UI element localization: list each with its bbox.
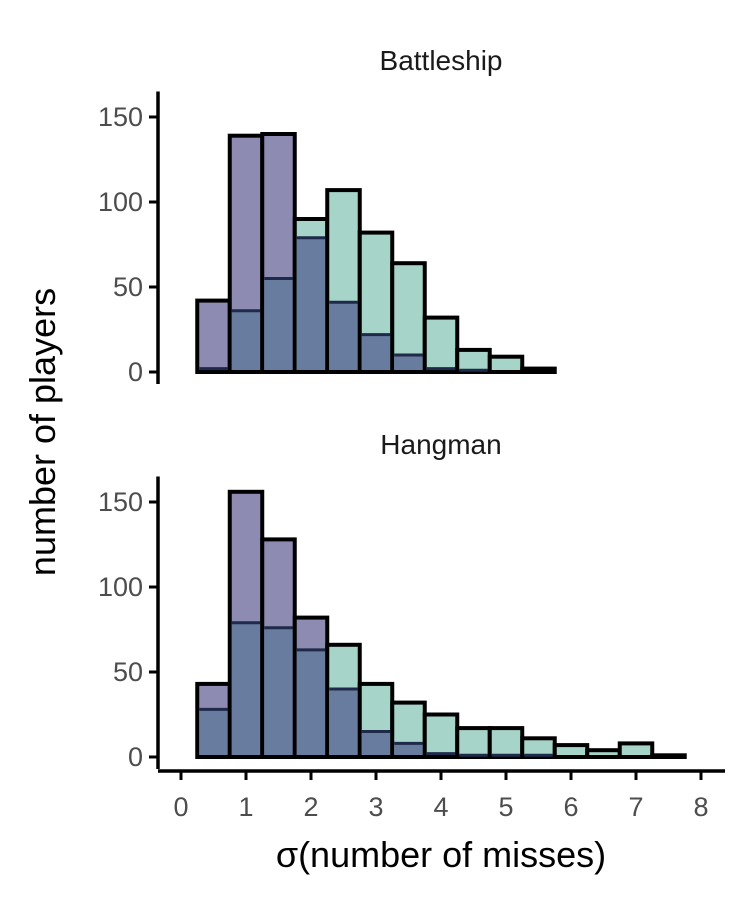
battleship-panel-title: Battleship (380, 45, 503, 76)
x-tick-label-1: 1 (238, 792, 253, 822)
x-tick-label-6: 6 (563, 792, 578, 822)
x-tick-label-4: 4 (433, 792, 448, 822)
x-axis-title: σ(number of misses) (276, 834, 606, 875)
x-tick-label-0: 0 (173, 792, 188, 822)
battleship-y-axis: 0 50 100 150 (98, 91, 160, 387)
battleship-y-tick-label-0: 0 (128, 357, 143, 387)
x-axis: 0 1 2 3 4 5 6 7 8 (158, 769, 725, 822)
hangman-bar-7 (422, 712, 460, 759)
hangman-y-tick-label-3: 150 (98, 487, 143, 517)
battleship-bar-10 (520, 366, 557, 375)
hangman-bar-overlap-2 (264, 627, 293, 755)
hangman-y-axis: 0 50 100 150 (98, 476, 160, 772)
battleship-bar-overlap-1 (231, 310, 261, 370)
battleship-bars (195, 132, 557, 375)
hangman-bar-overlap-5 (361, 731, 391, 755)
battleship-bar-overlap-3 (296, 237, 326, 370)
battleship-bar-overlap-5 (361, 334, 391, 370)
hangman-bar-9 (487, 726, 525, 759)
hangman-bar-13 (617, 741, 655, 760)
hangman-bars (195, 489, 687, 760)
hangman-panel: Hangman 0 50 100 150 (98, 429, 687, 772)
x-tick-label-3: 3 (368, 792, 383, 822)
battleship-bar-7 (422, 315, 460, 375)
battleship-bar-overlap-4 (329, 302, 358, 370)
hangman-bar-overlap-0 (199, 709, 228, 755)
battleship-bar-overlap-6 (394, 355, 423, 370)
x-tick-label-2: 2 (303, 792, 318, 822)
hangman-bar-11 (552, 743, 590, 759)
x-tick-label-8: 8 (693, 792, 708, 822)
battleship-panel: Battleship 0 50 100 150 (98, 45, 557, 387)
battleship-bar-8 (455, 347, 492, 374)
hangman-panel-title: Hangman (380, 429, 501, 460)
hangman-bar-overlap-4 (329, 689, 358, 755)
y-axis-title: number of players (22, 288, 63, 576)
battleship-y-tick-label-1: 50 (113, 272, 143, 302)
hangman-y-tick-label-1: 50 (113, 657, 143, 687)
battleship-y-tick-label-2: 100 (98, 187, 143, 217)
battleship-bar-9 (487, 354, 525, 375)
hangman-bar-overlap-1 (231, 622, 261, 755)
hangman-y-tick-label-2: 100 (98, 572, 143, 602)
hangman-bar-8 (455, 726, 492, 759)
hangman-bar-overlap-6 (394, 743, 423, 755)
hangman-y-tick-label-0: 0 (128, 742, 143, 772)
x-tick-label-5: 5 (498, 792, 513, 822)
battleship-y-tick-label-3: 150 (98, 102, 143, 132)
x-tick-label-7: 7 (628, 792, 643, 822)
battleship-bar-0 (195, 298, 232, 375)
hangman-bar-overlap-3 (296, 649, 326, 755)
battleship-bar-overlap-2 (264, 278, 293, 370)
hangman-bar-12 (585, 748, 622, 760)
hangman-bar-14 (650, 753, 687, 759)
